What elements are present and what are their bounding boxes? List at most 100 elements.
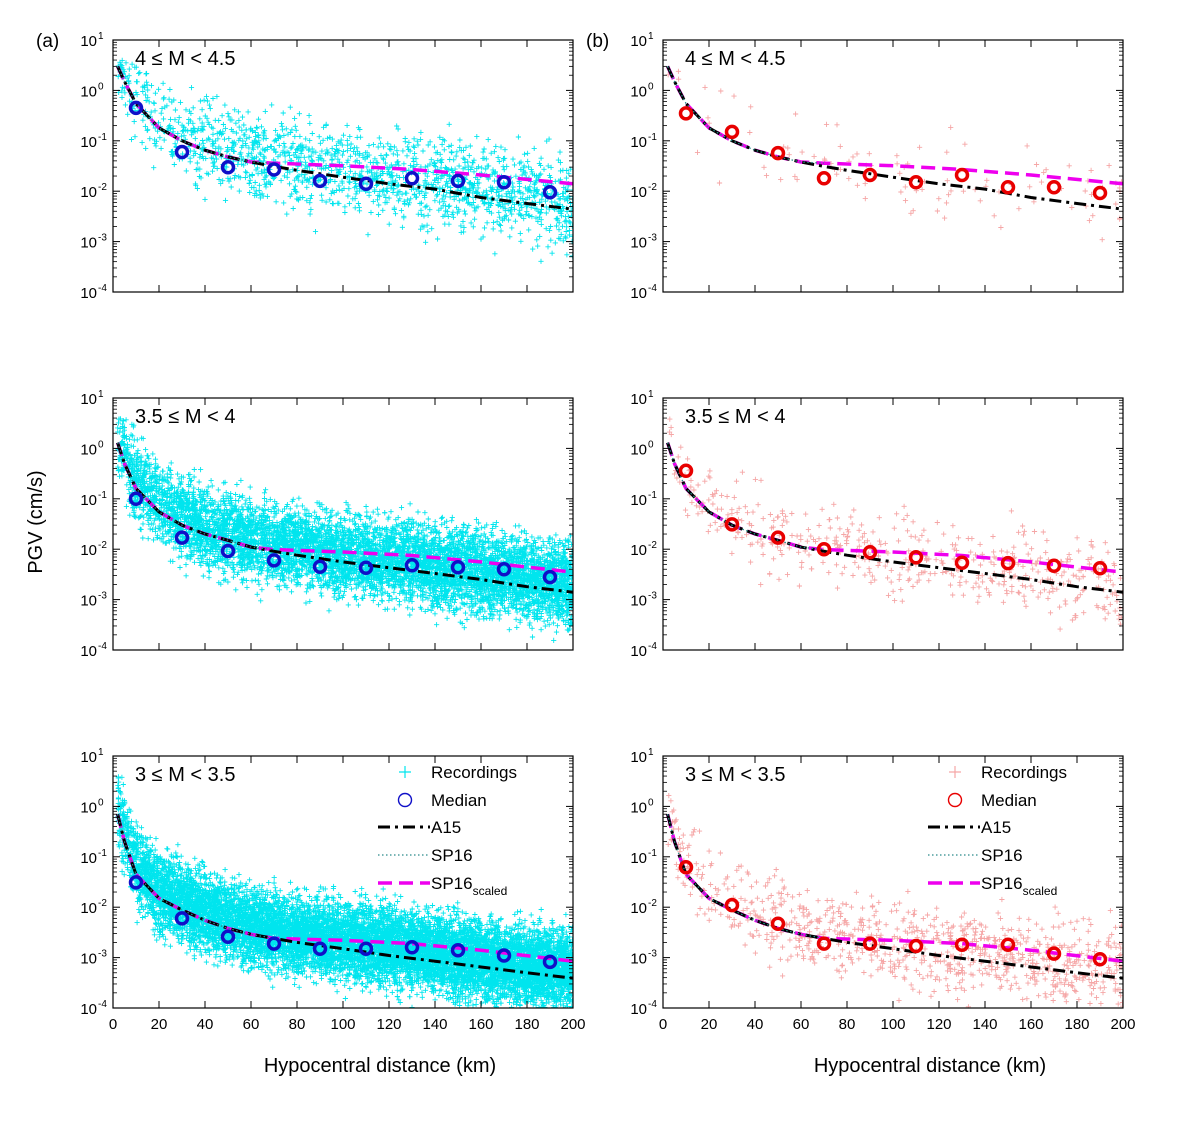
y-tick-exponent: -1 [648, 490, 657, 501]
median-marker [266, 162, 282, 177]
x-tick-label: 180 [1064, 1016, 1089, 1033]
median-marker [770, 916, 786, 931]
x-tick-label: 160 [468, 1016, 493, 1033]
x-tick-label: 40 [747, 1016, 764, 1033]
median-marker [220, 929, 236, 944]
y-tick-exponent: -4 [648, 283, 657, 294]
median-marker [1092, 560, 1108, 576]
median-marker [954, 167, 970, 183]
x-tick-label: 0 [659, 1016, 667, 1033]
y-tick-exponent: -3 [648, 591, 657, 602]
y-tick-exponent: -2 [98, 540, 107, 551]
median-marker [862, 936, 878, 951]
median-marker [862, 167, 878, 183]
median-marker [954, 937, 970, 952]
median-marker [678, 463, 694, 479]
y-tick-exponent: 0 [98, 439, 104, 450]
median-marker [450, 559, 466, 575]
y-tick-exponent: -4 [98, 283, 107, 294]
y-tick-exponent: -1 [98, 132, 107, 143]
a15-line [666, 442, 1123, 594]
panel-label-a: (a) [36, 31, 59, 52]
y-tick-label: 10 [80, 593, 97, 610]
y-tick-label: 10 [630, 235, 647, 252]
panel-label-b: (b) [586, 31, 609, 52]
x-tick-label: 180 [514, 1016, 539, 1033]
median-marker [358, 941, 374, 956]
y-tick-label: 10 [630, 391, 647, 408]
median-marker [954, 555, 970, 570]
median-marker [816, 171, 832, 186]
magnitude-label: 4 ≤ M < 4.5 [685, 48, 785, 70]
median-marker [496, 948, 512, 963]
chart-panels: 10 -410 -310 -210 -110 010 14 ≤ M < 4.510 -410-… [80, 31, 1135, 1033]
chart-panel-5: 10 -410 -310 -210 -110 010 10 20 40 60 80 100 120 140… [80, 747, 585, 1033]
legend-subscript: scaled [1023, 884, 1058, 898]
legend-label: Median [981, 791, 1037, 810]
y-tick-label: 10 [80, 33, 97, 50]
y-tick-label: 10 [630, 1001, 647, 1018]
y-tick-exponent: -1 [98, 848, 107, 859]
median-marker [724, 897, 740, 913]
x-tick-label: 80 [289, 1016, 306, 1033]
legend-label: Recordings [981, 763, 1067, 782]
median-marker [266, 553, 282, 568]
y-tick-label: 10 [80, 799, 97, 816]
y-tick-exponent: -2 [98, 182, 107, 193]
y-tick-exponent: 0 [98, 797, 104, 808]
median-marker [496, 175, 512, 190]
y-tick-label: 10 [80, 441, 97, 458]
median-marker [1000, 937, 1016, 952]
median-marker [542, 569, 558, 585]
y-tick-exponent: -3 [98, 591, 107, 602]
y-tick-exponent: -4 [98, 999, 107, 1010]
median-marker [1092, 951, 1108, 967]
sp16-scaled-line [115, 813, 573, 963]
x-tick-label: 20 [701, 1016, 718, 1033]
y-tick-label: 10 [80, 492, 97, 509]
x-tick-label: 40 [197, 1016, 214, 1033]
y-tick-label: 10 [630, 285, 647, 302]
x-axis-title-b: Hypocentral distance (km) [814, 1055, 1046, 1077]
y-tick-label: 10 [80, 285, 97, 302]
y-tick-label: 10 [630, 33, 647, 50]
median-marker [1000, 555, 1016, 571]
y-tick-exponent: -3 [98, 949, 107, 960]
y-tick-label: 10 [80, 643, 97, 660]
y-tick-label: 10 [630, 593, 647, 610]
sp16-line [117, 66, 275, 164]
median-marker [1046, 558, 1062, 573]
y-tick-label: 10 [80, 542, 97, 559]
y-tick-exponent: -3 [648, 949, 657, 960]
x-tick-label: 120 [376, 1016, 401, 1033]
y-tick-label: 10 [630, 441, 647, 458]
median-marker [1092, 185, 1108, 201]
legend-subscript: scaled [473, 884, 508, 898]
median-marker [312, 173, 328, 189]
median-marker [770, 145, 786, 161]
y-tick-label: 10 [80, 900, 97, 917]
magnitude-label: 3 ≤ M < 3.5 [135, 764, 235, 786]
median-marker [1000, 179, 1016, 195]
median-marker [450, 942, 466, 958]
median-marker [724, 517, 740, 532]
y-tick-exponent: -1 [98, 490, 107, 501]
y-tick-exponent: -2 [648, 898, 657, 909]
y-tick-exponent: -4 [98, 641, 107, 652]
legend-label: A15 [431, 818, 461, 837]
magnitude-label: 3.5 ≤ M < 4 [135, 406, 235, 428]
legend-recordings-marker [949, 766, 961, 778]
y-tick-exponent: 0 [648, 439, 654, 450]
plot-content [115, 774, 573, 1008]
median-marker [770, 530, 786, 545]
y-tick-label: 10 [630, 799, 647, 816]
median-marker [220, 159, 236, 175]
y-tick-exponent: -2 [648, 540, 657, 551]
y-tick-exponent: 1 [648, 747, 654, 758]
plot-content [115, 416, 573, 643]
x-tick-label: 100 [880, 1016, 905, 1033]
median-marker [128, 875, 144, 890]
median-marker [174, 911, 190, 926]
y-tick-label: 10 [80, 184, 97, 201]
